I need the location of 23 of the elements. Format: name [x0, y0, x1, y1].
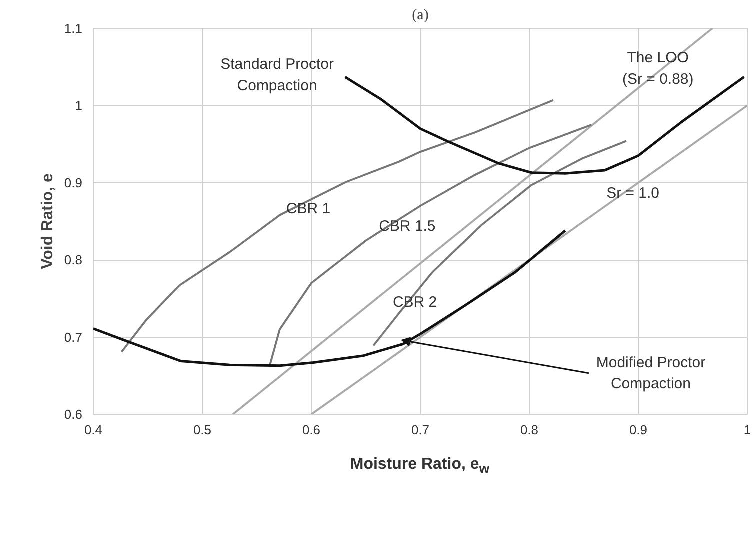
annotation: Standard Proctor Compaction	[220, 56, 334, 94]
y-axis-title: Void Ratio, e	[39, 174, 56, 270]
line-series	[372, 140, 628, 347]
line-series	[120, 99, 554, 353]
x-tick-label: 1	[744, 422, 752, 438]
annotation: Modified Proctor Compaction	[596, 354, 706, 393]
chart-title: (a)	[412, 8, 429, 24]
x-tick-label: 0.9	[629, 422, 648, 438]
y-tick-label: 1	[75, 98, 83, 114]
y-tick-label: 0.8	[64, 252, 83, 268]
x-tick-label: 0.6	[302, 422, 321, 438]
y-tick-label: 0.6	[64, 407, 83, 422]
y-tick-label: 1.1	[64, 21, 83, 36]
x-tick-label: 0.4	[84, 422, 103, 438]
line-series	[269, 124, 593, 366]
y-tick-label: 0.9	[64, 175, 83, 190]
x-axis-title: Moisture Ratio, e$_{w}$	[350, 455, 490, 478]
y-tick-label: 0.7	[64, 330, 83, 345]
annotation: The LOO (Sr = 0.88)	[622, 50, 694, 88]
x-tick-label: 0.7	[411, 422, 430, 438]
x-tick-label: 0.8	[520, 422, 539, 438]
annotation: Sr = 1.0	[606, 185, 660, 202]
x-tick-label: 0.5	[193, 422, 212, 438]
